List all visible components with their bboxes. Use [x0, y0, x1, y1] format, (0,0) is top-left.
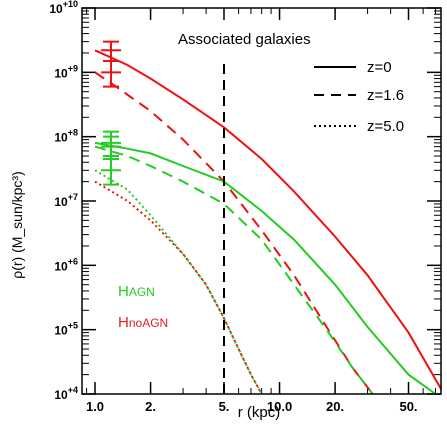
y-tick-label: 10+9 — [54, 63, 78, 80]
error-bars — [101, 40, 122, 186]
x-tick-label: 20. — [326, 399, 344, 414]
x-axis-label: r (kpc) — [238, 404, 281, 421]
series-line-noagn-z16 — [94, 71, 374, 395]
y-tick-label: 10+7 — [54, 192, 78, 209]
x-tick-label: 5. — [219, 399, 230, 414]
series-label-noagn: HnoAGN — [118, 314, 168, 331]
x-tick-label: 50. — [399, 399, 417, 414]
tick-labels: 1.0 2. 5. 10.0 20. 50. 10+4 10+5 10+6 10+7 10+8 10+… — [49, 0, 417, 414]
series-lines — [94, 49, 442, 395]
y-tick-label: 10+10 — [49, 0, 78, 16]
legend-label-z0: z=0 — [367, 59, 392, 76]
y-tick-label: 10+8 — [54, 128, 78, 145]
series-line-agn-z50 — [94, 169, 263, 395]
x-tick-label: 2. — [145, 399, 156, 414]
series-line-noagn-z0 — [94, 49, 442, 390]
x-tick-label: 1.0 — [86, 399, 104, 414]
y-tick-label: 10+6 — [54, 256, 78, 273]
y-axis-label: ρ(r) (M_sun/kpc³) — [9, 171, 25, 279]
x-tick-label: 10.0 — [267, 399, 292, 414]
legend-label-z5: z=5.0 — [367, 118, 404, 135]
series-line-agn-z0 — [94, 141, 437, 395]
legend: z=0 z=1.6 z=5.0 — [314, 59, 404, 135]
legend-label-z16: z=1.6 — [367, 87, 404, 104]
series-label-agn: HAGN — [118, 283, 155, 300]
plot-frame — [81, 7, 442, 395]
annotation-title: Associated galaxies — [178, 31, 311, 48]
y-tick-label: 10+5 — [54, 321, 78, 338]
series-line-agn-z16 — [94, 145, 374, 395]
y-tick-label: 10+4 — [54, 385, 78, 402]
